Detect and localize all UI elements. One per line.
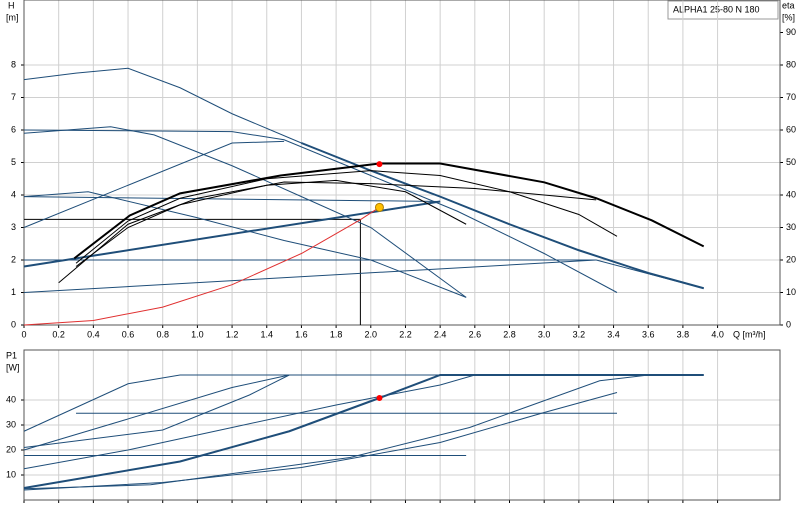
y2-tick-label: 10 [786, 287, 796, 297]
x-tick-label: 3.0 [538, 329, 551, 339]
curve [23, 200, 441, 268]
plot-frame [23, 0, 781, 326]
x-tick-label: 0.2 [52, 329, 65, 339]
x-tick-label: 3.8 [677, 329, 690, 339]
plot-frame [23, 349, 781, 501]
annotation: ALPHA1 25-80 N 180 [673, 4, 760, 14]
operating-point [376, 395, 383, 401]
curve [23, 196, 441, 202]
y2-tick-label: 0 [786, 319, 791, 329]
y2-tick-label: 60 [786, 124, 796, 134]
y-tick-label: 30 [6, 419, 16, 429]
y2-tick-label: 80 [786, 59, 796, 69]
curve [58, 181, 597, 284]
y-tick-label: 5 [11, 157, 16, 167]
x-tick-label: 2.8 [503, 329, 516, 339]
x-tick-label: 2.4 [434, 329, 447, 339]
curve [23, 206, 380, 326]
x-label: Q [m³/h] [733, 329, 766, 339]
y-tick-label: 3 [11, 222, 16, 232]
curve [23, 259, 597, 293]
x-tick-label: 3.4 [607, 329, 620, 339]
y-tick-label: 1 [11, 287, 16, 297]
y-tick-label: 20 [6, 444, 16, 454]
y-tick-label: 4 [11, 189, 16, 199]
curve [23, 129, 618, 293]
y-tick-label: 0 [11, 319, 16, 329]
y-label: H [8, 0, 15, 10]
y2-tick-label: 70 [786, 92, 796, 102]
x-tick-label: 1.0 [191, 329, 204, 339]
curve [23, 374, 290, 451]
curve [23, 374, 290, 448]
curve [23, 140, 285, 228]
x-tick-label: 0.6 [122, 329, 135, 339]
curve [75, 170, 618, 264]
curve [23, 374, 704, 432]
y2-tick-label: 90 [786, 27, 796, 37]
x-tick-label: 1.2 [226, 329, 239, 339]
y2-tick-label: 20 [786, 254, 796, 264]
curve [23, 126, 467, 298]
y-tick-label: 7 [11, 92, 16, 102]
y-tick-label: 8 [11, 59, 16, 69]
curve [23, 191, 467, 298]
x-tick-label: 3.2 [573, 329, 586, 339]
y2-tick-label: 40 [786, 189, 796, 199]
x-tick-label: 2.0 [365, 329, 378, 339]
x-tick-label: 1.4 [260, 329, 273, 339]
operating-point [376, 161, 383, 168]
y2-label: eta [782, 0, 795, 10]
y-tick-label: 10 [6, 469, 16, 479]
y-label: P1 [6, 350, 17, 360]
y-unit: [m] [6, 12, 19, 22]
y-tick-label: 6 [11, 124, 16, 134]
x-tick-label: 4.0 [711, 329, 724, 339]
y2-tick-label: 50 [786, 157, 796, 167]
y2-unit: [%] [782, 12, 795, 22]
operating-point [374, 202, 384, 212]
y-tick-label: 40 [6, 394, 16, 404]
x-tick-label: 0 [21, 329, 26, 339]
y-unit: [W] [6, 362, 20, 372]
x-tick-label: 3.6 [642, 329, 655, 339]
x-tick-label: 2.6 [469, 329, 482, 339]
x-tick-label: 2.2 [399, 329, 412, 339]
y-tick-label: 2 [11, 254, 16, 264]
x-tick-label: 1.8 [330, 329, 343, 339]
curve [23, 374, 475, 470]
curve [73, 162, 705, 260]
x-tick-label: 0.8 [156, 329, 169, 339]
y2-tick-label: 30 [786, 222, 796, 232]
curve [24, 259, 704, 289]
x-tick-label: 0.4 [87, 329, 100, 339]
x-tick-label: 1.6 [295, 329, 308, 339]
annotation-box [667, 0, 779, 20]
